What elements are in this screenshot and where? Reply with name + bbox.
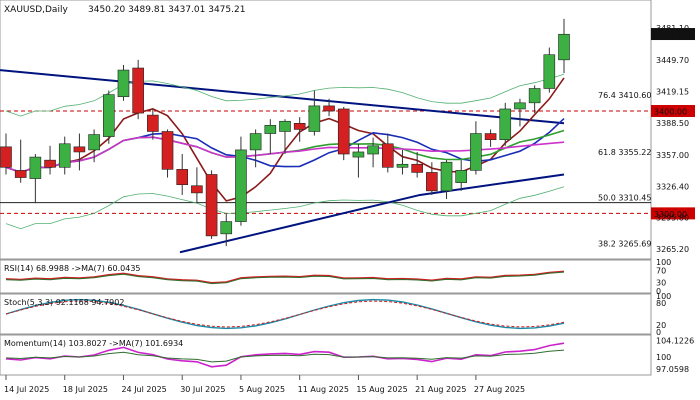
candle-body-5	[73, 146, 86, 153]
price-tick-7: 3265.20	[656, 245, 689, 254]
candle-body-38	[558, 33, 570, 61]
price-tick-6: 3295.80	[656, 214, 689, 223]
momentum-ma-line	[5, 349, 565, 363]
candle-body-7	[102, 94, 115, 137]
rsi-tick-1: 70	[656, 267, 666, 276]
date-label-8: 27 Aug 2025	[474, 385, 525, 394]
rsi-tick-0: 100	[656, 258, 671, 267]
stoch-k-line	[5, 298, 565, 330]
date-label-1: 18 Jul 2025	[63, 385, 108, 394]
date-axis: 14 Jul 2025 18 Jul 2025 24 Jul 2025 30 Jul …	[4, 375, 525, 394]
stoch-tick-3: 0	[656, 328, 661, 337]
ohlc-readout: 3450.20 3489.81 3437.01 3475.21	[88, 5, 245, 15]
stoch-tick-2: 20	[656, 321, 666, 330]
candle-body-12	[176, 169, 189, 186]
stoch-tick-1: 80	[656, 299, 666, 308]
candle-body-31	[455, 170, 468, 183]
candle-body-19	[279, 120, 291, 132]
date-label-4: 5 Aug 2025	[239, 385, 285, 394]
candle-body-15	[220, 221, 233, 235]
candle-body-26	[381, 143, 394, 168]
candle-body-20	[293, 122, 306, 130]
candle-body-28	[411, 163, 423, 173]
indicators-layer	[5, 270, 565, 368]
candle-body-10	[147, 114, 159, 132]
level-tag-text-0: 3400.00	[654, 108, 687, 117]
date-label-5: 11 Aug 2025	[298, 385, 349, 394]
candle-body-1	[14, 170, 27, 178]
candle-body-21	[308, 105, 321, 132]
momentum-tick-1: 100	[656, 353, 671, 362]
candle-body-11	[161, 131, 174, 170]
candle-body-23	[337, 108, 350, 155]
candle-body-3	[44, 159, 56, 168]
candle-body-33	[484, 133, 497, 140]
candle-body-30	[440, 161, 453, 192]
candle-body-18	[264, 125, 277, 134]
candle-body-17	[249, 133, 262, 151]
stoch-label: Stoch(5,3,3) 92.1168 94.7902	[4, 298, 124, 307]
candle-body-25	[367, 145, 379, 155]
price-tick-4: 3357.00	[656, 151, 689, 160]
candle-body-36	[528, 88, 541, 104]
chart-title: XAUUSD,Daily	[4, 5, 68, 15]
price-axis: 3400.003300.003481.103449.703419.153388.…	[651, 24, 695, 374]
candle-body-6	[88, 134, 100, 151]
last-price-text: 3475.21	[654, 31, 687, 40]
momentum-tick-0: 104.1226	[656, 337, 694, 346]
rsi-tick-2: 30	[656, 278, 666, 287]
price-tick-2: 3419.15	[656, 87, 689, 96]
candle-body-27	[396, 163, 409, 168]
candle-body-22	[323, 105, 335, 112]
rsi-label: RSI(14) 68.9988 ->MA(7) 60.0435	[4, 264, 141, 273]
momentum-tick-2: 97.0598	[656, 365, 689, 374]
momentum-label: Momentum(14) 103.8027 ->MA(7) 101.6934	[4, 339, 183, 348]
date-label-7: 21 Aug 2025	[415, 385, 466, 394]
candle-body-0	[0, 146, 12, 168]
fib-label-2: 50.0 3310.45	[598, 194, 651, 203]
candle-body-9	[132, 67, 144, 114]
date-label-6: 15 Aug 2025	[356, 385, 407, 394]
bollinger-lower-line	[5, 186, 565, 230]
price-tick-5: 3326.40	[656, 182, 689, 191]
candle-body-14	[205, 174, 218, 237]
fib-label-3: 38.2 3265.69	[598, 239, 651, 248]
date-label-2: 24 Jul 2025	[121, 385, 166, 394]
descending-trendline	[0, 69, 565, 125]
last-price-tag	[651, 28, 695, 41]
level-tag-1	[651, 207, 695, 220]
candle-body-35	[514, 102, 526, 110]
candle-body-37	[543, 54, 556, 89]
fib-label-1: 61.8 3355.22	[598, 148, 651, 157]
ma-long-line	[179, 173, 565, 254]
price-tick-1: 3449.70	[656, 56, 689, 65]
rsi-line	[5, 270, 565, 284]
bollinger-upper-line	[5, 73, 565, 117]
date-label-0: 14 Jul 2025	[4, 385, 49, 394]
candle-body-8	[117, 69, 130, 97]
level-tag-text-1: 3300.00	[654, 210, 687, 219]
rsi-tick-3: 0	[656, 287, 661, 296]
candle-body-2	[29, 156, 42, 179]
date-label-3: 30 Jul 2025	[180, 385, 225, 394]
candle-body-24	[352, 151, 365, 158]
stoch-tick-0: 100	[656, 292, 671, 301]
fib-label-0: 76.4 3410.60	[598, 91, 651, 100]
candle-body-34	[499, 108, 512, 140]
candle-body-16	[235, 149, 247, 222]
candle-body-29	[426, 172, 438, 192]
candle-body-4	[58, 143, 71, 168]
price-tick-3: 3388.50	[656, 119, 689, 128]
candles-layer	[0, 18, 570, 247]
candle-body-13	[191, 185, 203, 194]
candle-body-32	[470, 133, 482, 171]
level-tag-0	[651, 105, 695, 118]
rsi-ma-line	[5, 271, 565, 285]
